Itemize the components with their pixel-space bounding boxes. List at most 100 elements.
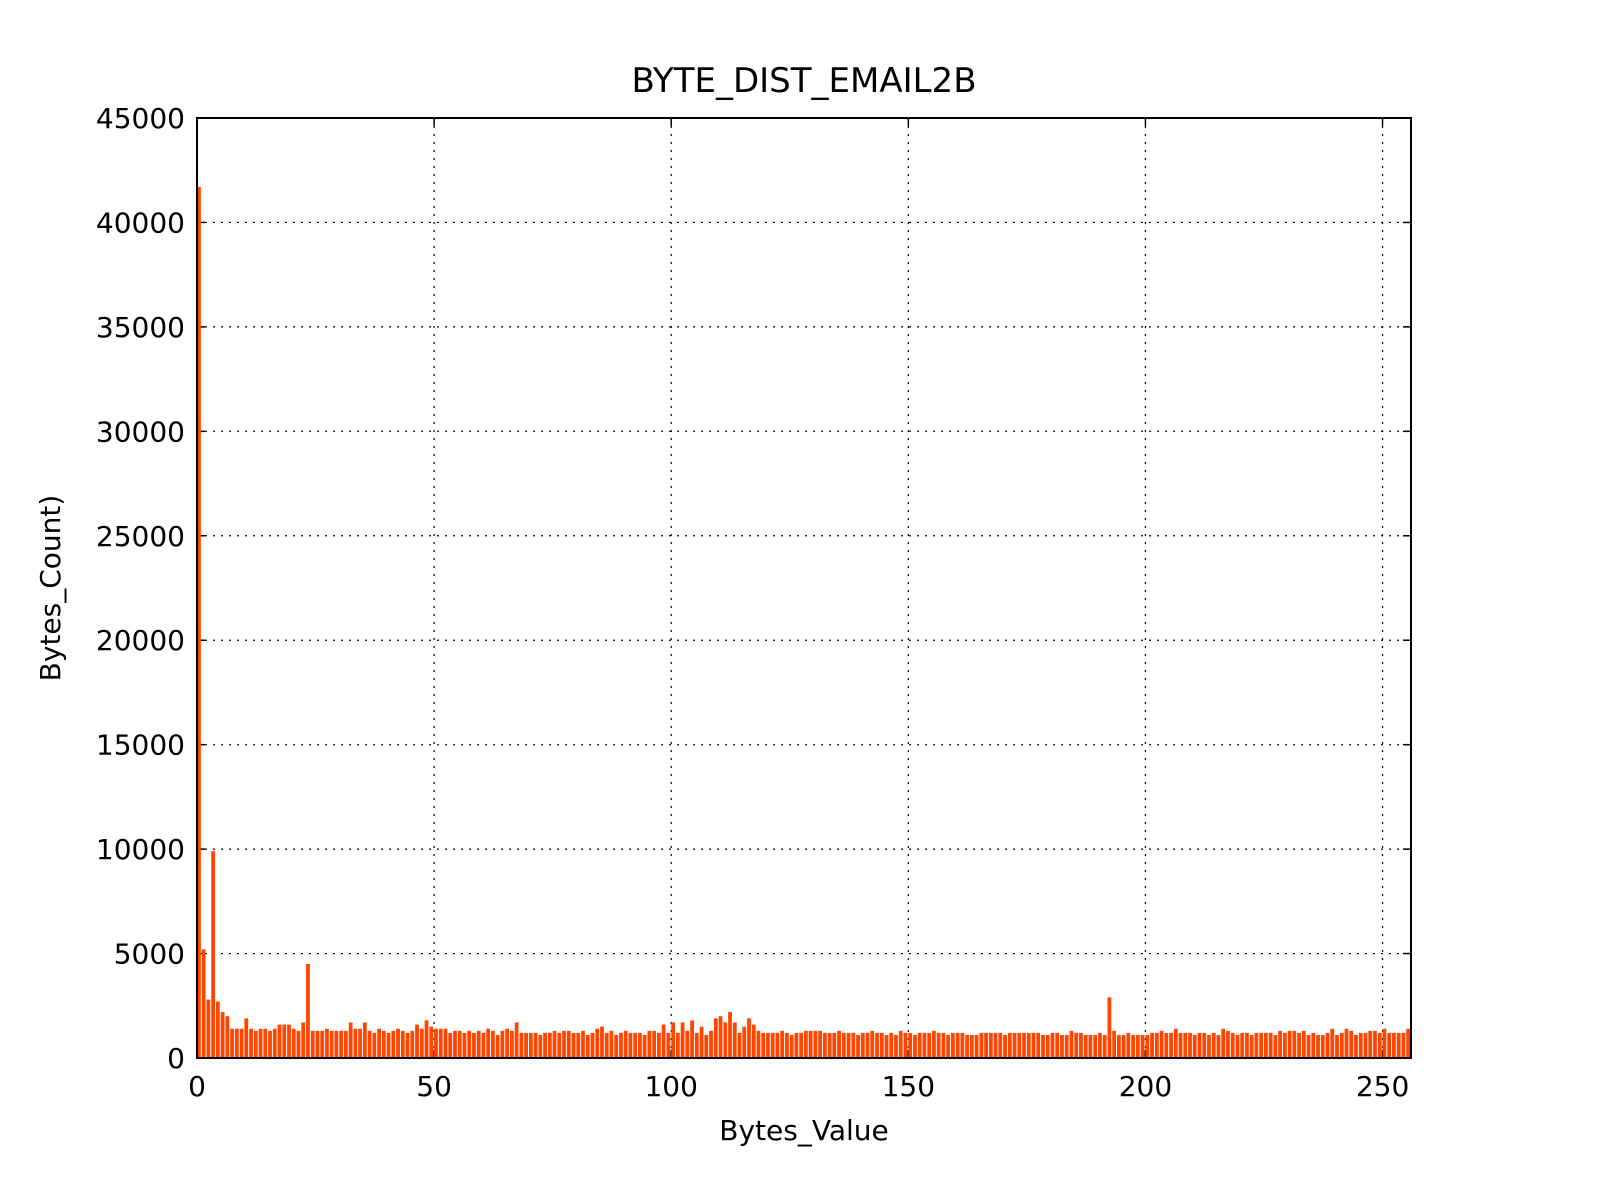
bar xyxy=(253,1030,258,1058)
bar xyxy=(804,1030,808,1058)
bar xyxy=(415,1024,419,1058)
bar xyxy=(467,1030,472,1058)
bar xyxy=(1249,1035,1254,1058)
bar xyxy=(1344,1028,1349,1058)
bar xyxy=(946,1035,951,1058)
bar xyxy=(225,1016,230,1058)
bar xyxy=(1026,1032,1031,1058)
bar xyxy=(1221,1028,1226,1058)
bar xyxy=(808,1030,813,1058)
bar xyxy=(320,1030,325,1058)
x-tick-label: 200 xyxy=(1119,1070,1172,1103)
bar xyxy=(780,1030,785,1058)
bar xyxy=(486,1028,491,1058)
bar xyxy=(642,1035,647,1058)
bar xyxy=(827,1032,832,1058)
bar xyxy=(1102,1035,1107,1058)
bar xyxy=(1401,1032,1406,1058)
bar xyxy=(1240,1032,1245,1058)
bar xyxy=(1320,1035,1325,1058)
bar xyxy=(443,1028,448,1058)
bar xyxy=(1325,1032,1330,1058)
bar xyxy=(372,1032,377,1058)
bar xyxy=(1368,1030,1373,1058)
bar xyxy=(291,1028,296,1058)
bar xyxy=(552,1030,557,1058)
bar xyxy=(263,1028,268,1058)
bar xyxy=(913,1035,917,1058)
bar xyxy=(647,1030,652,1058)
x-tick-label: 100 xyxy=(644,1070,697,1103)
bar xyxy=(344,1030,348,1058)
bar xyxy=(619,1032,623,1058)
bar xyxy=(690,1020,694,1058)
bar xyxy=(1268,1032,1273,1058)
bar xyxy=(381,1030,386,1058)
bar xyxy=(884,1035,889,1058)
bar xyxy=(429,1026,434,1058)
bar xyxy=(633,1032,638,1058)
bar xyxy=(1382,1028,1387,1058)
bar xyxy=(1377,1032,1382,1058)
bar xyxy=(652,1030,657,1058)
bar xyxy=(296,1030,301,1058)
bar xyxy=(1406,1028,1411,1058)
x-tick-label: 250 xyxy=(1356,1070,1409,1103)
bar xyxy=(1074,1032,1079,1058)
bar xyxy=(505,1028,510,1058)
bar xyxy=(732,1022,737,1058)
bar xyxy=(410,1030,415,1058)
bar xyxy=(860,1032,865,1058)
bar xyxy=(1126,1032,1131,1058)
bar xyxy=(362,1022,367,1058)
bar xyxy=(822,1032,827,1058)
bar xyxy=(519,1032,524,1058)
bar xyxy=(1202,1032,1207,1058)
bar xyxy=(500,1030,505,1058)
bar xyxy=(879,1032,884,1058)
bar xyxy=(709,1030,713,1058)
bar xyxy=(1358,1032,1363,1058)
bar xyxy=(1145,1035,1150,1058)
bar xyxy=(547,1032,552,1058)
bar xyxy=(1396,1032,1401,1058)
y-tick-label: 45000 xyxy=(96,102,185,135)
bar xyxy=(875,1032,879,1058)
bar xyxy=(1079,1032,1083,1058)
bar xyxy=(1373,1030,1377,1058)
y-tick-label: 40000 xyxy=(96,206,185,239)
bar xyxy=(1050,1032,1055,1058)
bar xyxy=(1154,1032,1159,1058)
bar xyxy=(1060,1035,1064,1058)
bar xyxy=(348,1022,353,1058)
bar xyxy=(870,1030,875,1058)
bar xyxy=(239,1028,244,1058)
bar xyxy=(661,1024,666,1058)
bar xyxy=(476,1030,481,1058)
bar xyxy=(846,1032,851,1058)
bar xyxy=(1064,1035,1069,1058)
bar xyxy=(1273,1035,1278,1058)
bar xyxy=(713,1018,718,1058)
bar xyxy=(623,1030,628,1058)
bar xyxy=(258,1028,263,1058)
bar xyxy=(244,1018,249,1058)
bar xyxy=(1278,1030,1283,1058)
bar xyxy=(1259,1032,1264,1058)
bar xyxy=(1183,1032,1188,1058)
bar xyxy=(595,1028,600,1058)
bar xyxy=(306,964,310,1058)
bar xyxy=(509,1030,514,1058)
bar xyxy=(932,1030,936,1058)
x-axis-label: Bytes_Value xyxy=(719,1114,888,1147)
bar xyxy=(1292,1030,1297,1058)
bar xyxy=(1301,1030,1306,1058)
bar xyxy=(766,1032,770,1058)
bar xyxy=(1022,1032,1026,1058)
bar xyxy=(1354,1035,1358,1058)
bar xyxy=(566,1030,571,1058)
bar xyxy=(1003,1035,1007,1058)
bar xyxy=(377,1028,381,1058)
bar xyxy=(334,1030,339,1058)
bar xyxy=(201,949,206,1058)
